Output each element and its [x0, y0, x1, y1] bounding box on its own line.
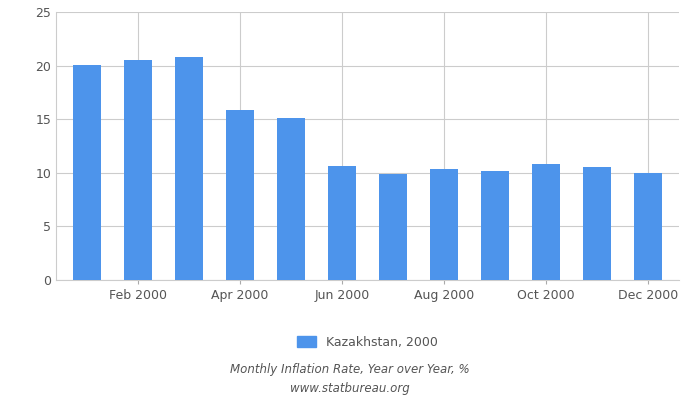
Text: Monthly Inflation Rate, Year over Year, %: Monthly Inflation Rate, Year over Year, … — [230, 364, 470, 376]
Bar — [73, 64, 101, 280]
Text: www.statbureau.org: www.statbureau.org — [290, 382, 410, 395]
Bar — [124, 60, 152, 280]
Bar — [175, 57, 203, 280]
Bar — [583, 168, 611, 280]
Bar — [430, 168, 458, 280]
Bar — [379, 174, 407, 280]
Bar — [277, 118, 305, 280]
Bar — [226, 110, 254, 280]
Bar — [328, 166, 356, 280]
Bar — [634, 173, 662, 280]
Legend: Kazakhstan, 2000: Kazakhstan, 2000 — [292, 331, 443, 354]
Bar — [532, 164, 560, 280]
Bar — [481, 171, 509, 280]
